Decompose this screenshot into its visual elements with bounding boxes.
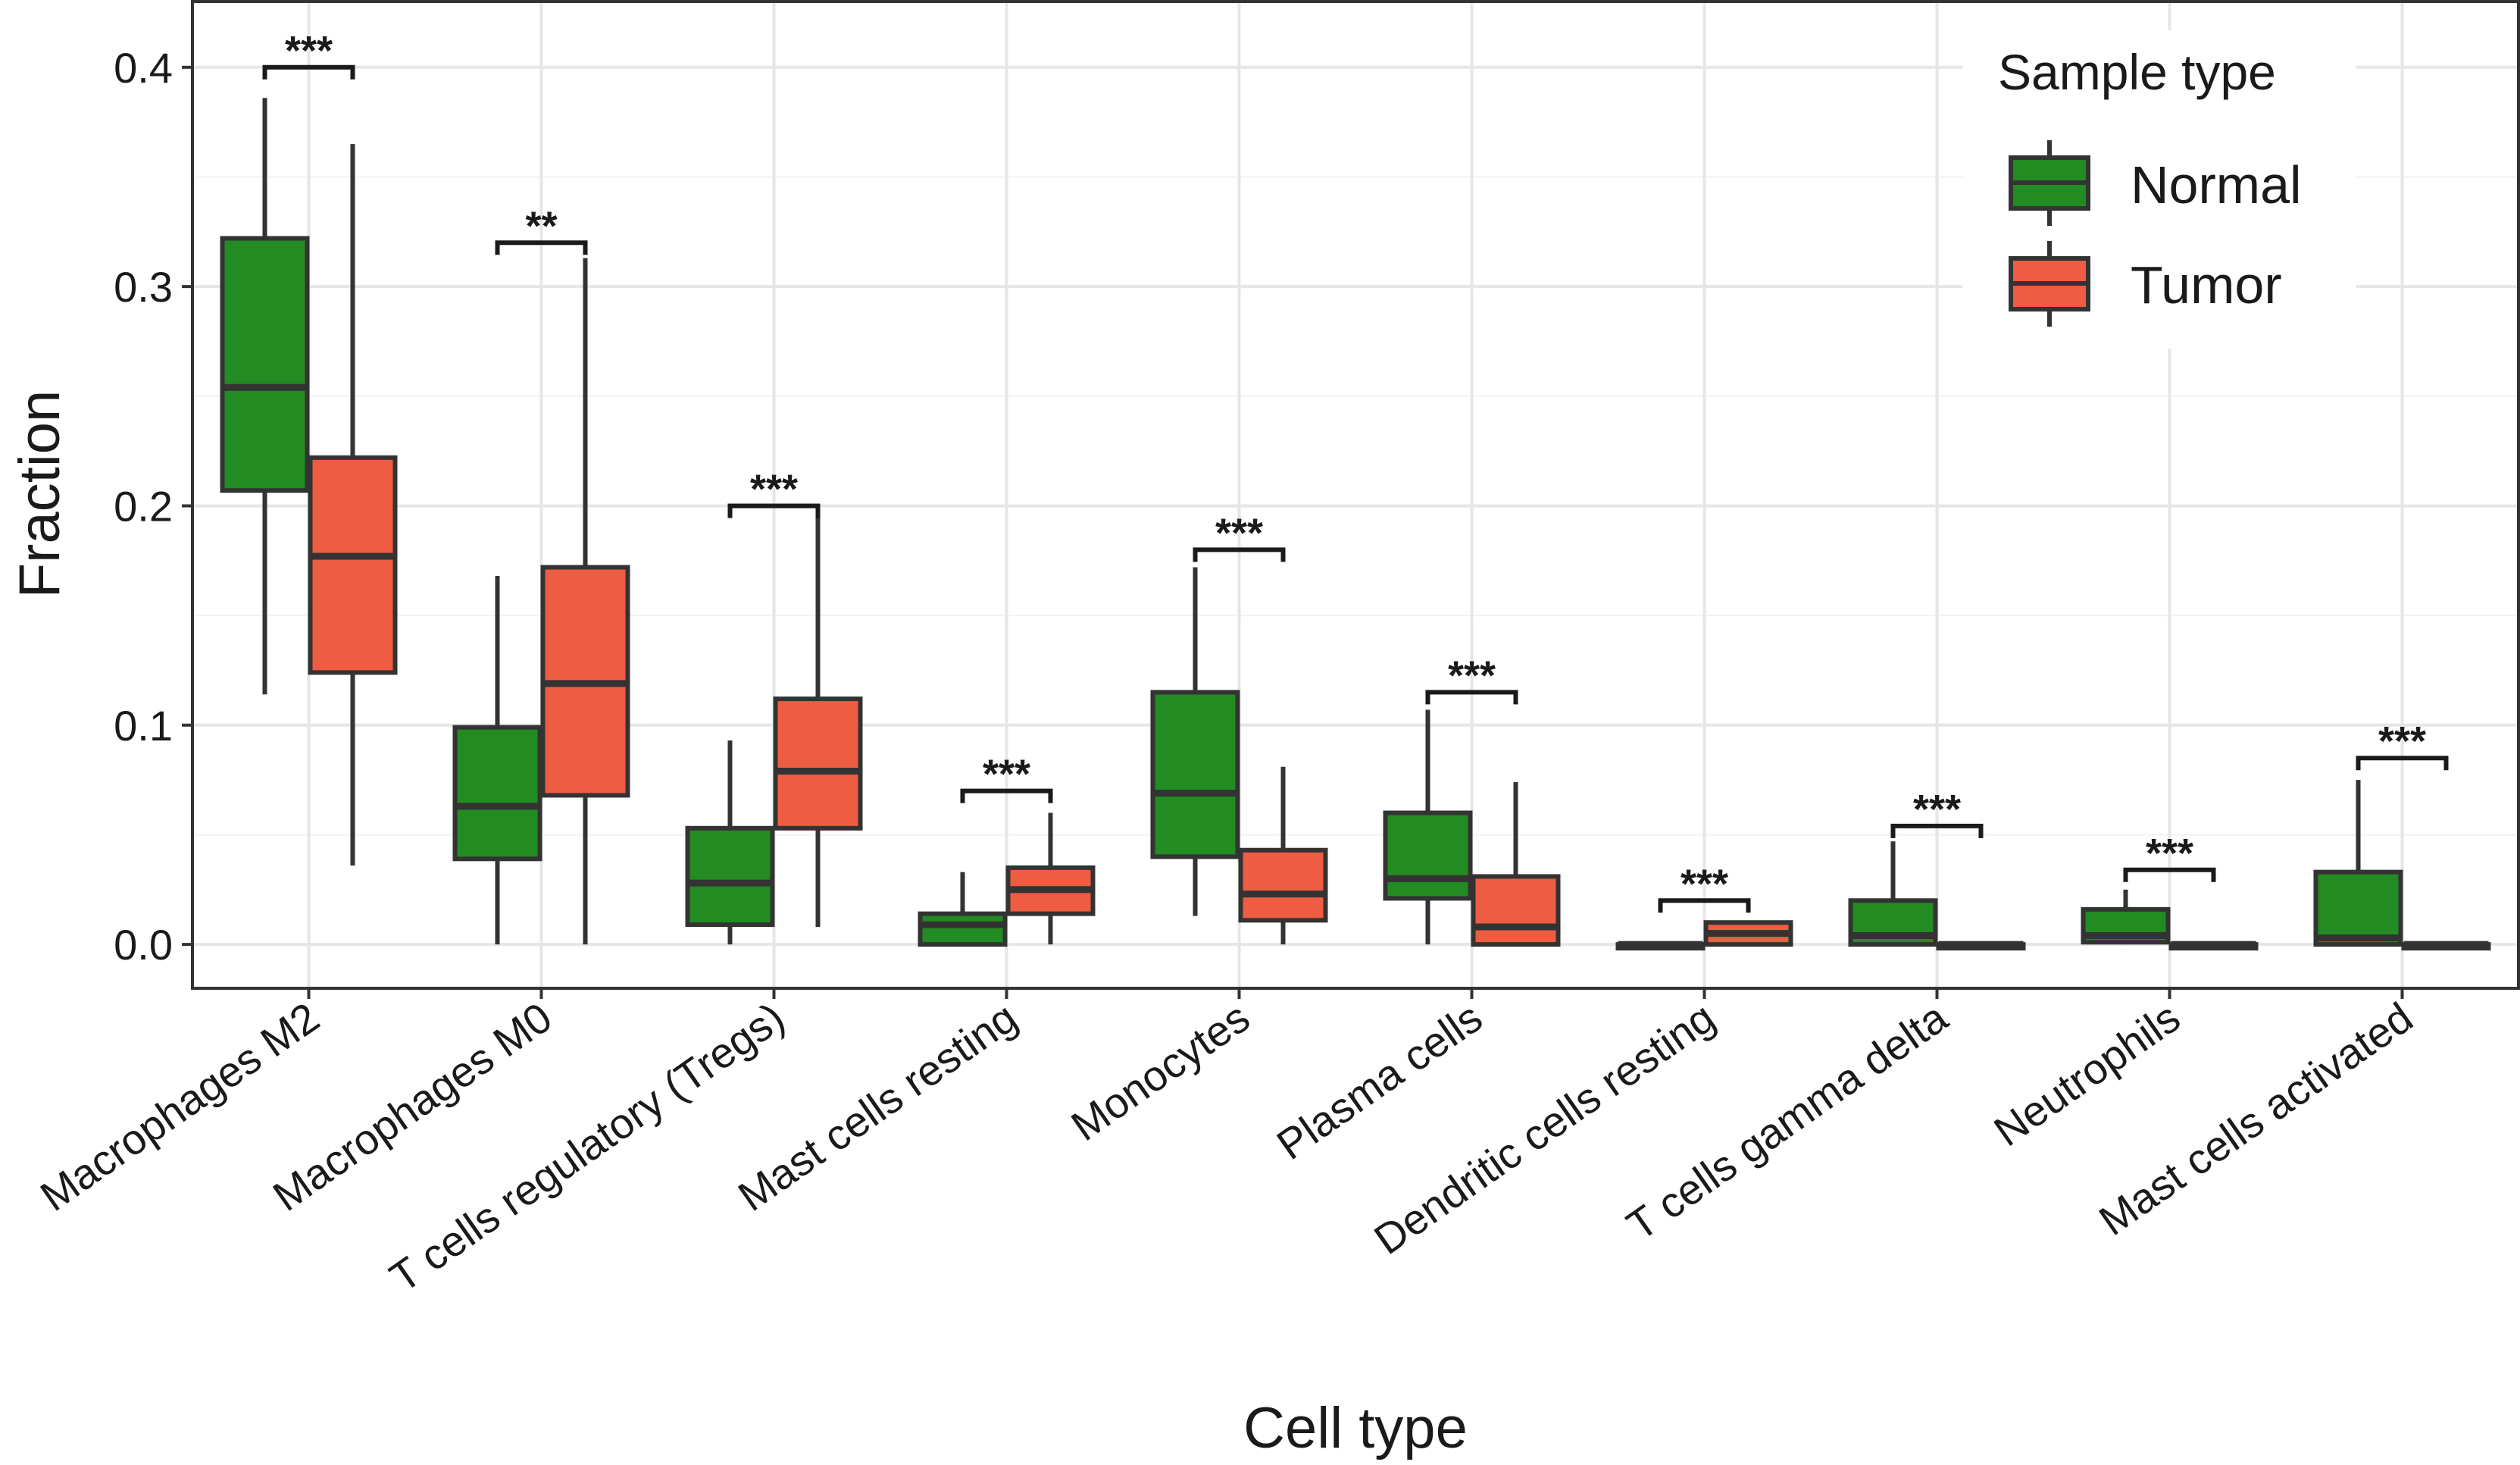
significance-5: *** (1193, 510, 1286, 562)
box-iqr (308, 455, 398, 675)
box-iqr (1383, 810, 1473, 901)
box-normal-4 (918, 872, 1008, 947)
legend-item-normal: Normal (2009, 140, 2302, 226)
y-axis: 0.0 0.1 0.2 0.3 0.4 (114, 44, 192, 969)
significance-label: ** (525, 203, 557, 249)
bracket (1193, 547, 1286, 562)
box-tumor-8 (1936, 941, 2026, 951)
box-tumor-5 (1238, 766, 1328, 945)
legend: Sample type Normal Tumor (1962, 30, 2356, 349)
x-axis-title: Cell type (1243, 1396, 1468, 1460)
y-tick-label: 0.0 (114, 921, 173, 969)
significance-7: *** (1658, 861, 1751, 913)
y-axis-title: Fraction (8, 390, 72, 599)
bracket (960, 788, 1053, 803)
series-tumor (308, 144, 2491, 951)
box-tumor-3 (773, 516, 863, 927)
significance-4: *** (960, 752, 1053, 803)
significance-8: *** (1890, 787, 1984, 838)
y-tick-label: 0.2 (114, 482, 173, 530)
legend-title: Sample type (1998, 44, 2276, 100)
significance-1: *** (262, 28, 355, 80)
legend-normal-label: Normal (2131, 155, 2302, 214)
significance-label: *** (1913, 787, 1961, 832)
bracket (1658, 898, 1751, 913)
significance-brackets: ***************************** (262, 28, 2449, 913)
significance-10: *** (2356, 718, 2449, 771)
box-tumor-2 (540, 258, 630, 945)
significance-label: *** (2378, 718, 2426, 764)
box-series (220, 98, 2491, 951)
box-iqr (2313, 869, 2403, 947)
bracket (1425, 690, 1518, 705)
box-normal-1 (220, 98, 310, 695)
significance-label: *** (1448, 653, 1496, 698)
bracket (1890, 823, 1984, 838)
series-normal (220, 98, 2403, 951)
significance-9: *** (2123, 831, 2216, 882)
box-tumor-6 (1471, 782, 1561, 947)
significance-label: *** (1215, 510, 1263, 556)
y-tick-label: 0.4 (114, 44, 173, 92)
x-tick-label: Monocytes (1062, 993, 1258, 1150)
significance-6: *** (1425, 653, 1518, 705)
box-normal-3 (685, 740, 775, 945)
box-normal-8 (1848, 841, 1938, 947)
box-iqr (773, 697, 863, 831)
significance-label: *** (750, 466, 798, 512)
box-tumor-1 (308, 144, 398, 866)
bracket (2123, 867, 2216, 882)
bracket (727, 503, 821, 518)
box-normal-7 (1615, 941, 1706, 951)
legend-item-tumor: Tumor (2009, 241, 2282, 327)
x-tick-label: Plasma cells (1268, 993, 1491, 1169)
significance-label: *** (285, 28, 333, 74)
box-iqr (1150, 690, 1240, 859)
box-normal-9 (2081, 889, 2171, 945)
x-tick-label: T cells regulatory (Tregs) (381, 993, 793, 1301)
box-iqr (918, 911, 1008, 947)
x-tick-label: Neutrophils (1985, 993, 2188, 1155)
box-iqr (1471, 874, 1561, 947)
y-tick-label: 0.3 (114, 263, 173, 311)
box-iqr (220, 236, 310, 493)
plot-panel-border (191, 0, 2520, 990)
bracket (495, 240, 588, 255)
significance-3: *** (727, 466, 821, 518)
significance-label: *** (2146, 831, 2193, 876)
box-tumor-10 (2401, 941, 2491, 951)
box-tumor-9 (2168, 941, 2259, 951)
y-tick-label: 0.1 (114, 702, 173, 750)
box-normal-6 (1383, 709, 1473, 945)
significance-label: *** (1681, 861, 1728, 906)
box-iqr (1238, 847, 1328, 923)
box-normal-5 (1150, 567, 1240, 916)
box-iqr (452, 725, 542, 862)
box-normal-2 (452, 576, 542, 945)
significance-2: ** (495, 203, 588, 255)
bracket (2356, 756, 2449, 771)
significance-label: *** (983, 752, 1030, 797)
box-tumor-7 (1703, 920, 1793, 947)
box-normal-10 (2313, 780, 2403, 947)
legend-tumor-label: Tumor (2131, 255, 2282, 315)
box-tumor-4 (1005, 812, 1096, 945)
bracket (262, 64, 355, 80)
box-iqr (685, 825, 775, 928)
